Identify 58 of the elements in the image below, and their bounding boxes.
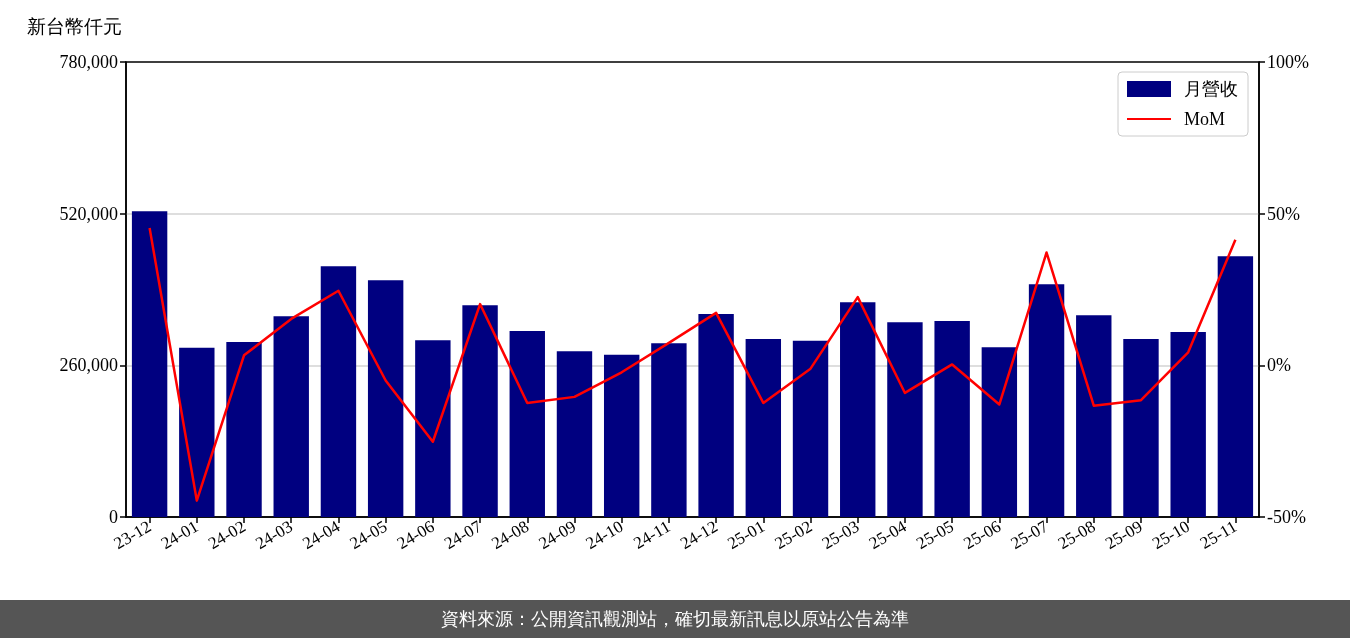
bar [981, 347, 1018, 517]
bar [320, 266, 357, 517]
y2-tick-label: 100% [1267, 52, 1309, 72]
line-series [148, 226, 1237, 502]
bar [698, 314, 734, 517]
x-tick-label: 24-12 [677, 516, 721, 554]
x-tick-label: 24-11 [630, 516, 674, 553]
x-tick-label: 25-08 [1054, 516, 1099, 554]
x-tick-label: 25-05 [913, 516, 957, 554]
x-tick-label: 24-03 [252, 516, 296, 554]
bar [1170, 332, 1206, 517]
x-tick-label: 24-01 [157, 516, 202, 554]
y2-tick-label: -50% [1267, 507, 1306, 527]
x-tick-label: 24-04 [299, 516, 344, 554]
bar [1076, 315, 1112, 517]
y-tick-label: 260,000 [59, 355, 118, 376]
bar [1028, 284, 1065, 517]
x-tick-label: 25-10 [1149, 516, 1193, 554]
x-tick-label: 24-09 [535, 516, 580, 554]
source-note: 資料來源：公開資訊觀測站，確切最新訊息以原站公告為準 [441, 607, 909, 631]
bar [651, 343, 687, 517]
bar [509, 330, 545, 517]
bar [745, 339, 782, 517]
bar [840, 302, 876, 517]
y-tick-label: 520,000 [59, 203, 118, 224]
x-tick-label: 25-11 [1196, 516, 1241, 553]
bar [273, 316, 309, 517]
x-tick-label: 25-06 [960, 516, 1005, 554]
y-tick-label: 0 [109, 507, 118, 527]
bar [603, 354, 640, 517]
bar [462, 305, 498, 517]
x-tick-label: 25-04 [865, 516, 911, 554]
x-tick-label: 24-06 [393, 516, 438, 554]
y2-tick-label: 50% [1267, 203, 1300, 224]
bar [179, 347, 215, 517]
x-tick-label: 25-02 [771, 516, 816, 554]
bar [1217, 256, 1254, 517]
y-tick-label: 780,000 [59, 52, 118, 72]
bar [1123, 339, 1159, 517]
y2-tick-label: 0% [1267, 355, 1291, 376]
legend-label: MoM [1184, 109, 1226, 129]
bar [887, 322, 923, 517]
x-tick-label: 25-03 [818, 516, 863, 554]
bar [792, 340, 829, 517]
legend-label: 月營收 [1184, 79, 1238, 99]
x-tick-label: 24-05 [346, 516, 391, 554]
bar [415, 340, 451, 517]
x-tick-label: 25-09 [1101, 516, 1146, 554]
bar [934, 321, 970, 517]
x-tick-label: 25-01 [724, 516, 769, 554]
bar [226, 342, 262, 517]
bar [556, 351, 593, 517]
x-tick-label: 24-10 [582, 516, 627, 554]
x-tick-label: 24-08 [488, 516, 533, 554]
bar [367, 280, 404, 517]
y-axis-title: 新台幣仟元 [27, 16, 122, 37]
bar [131, 211, 168, 517]
x-tick-label: 24-02 [204, 516, 249, 554]
